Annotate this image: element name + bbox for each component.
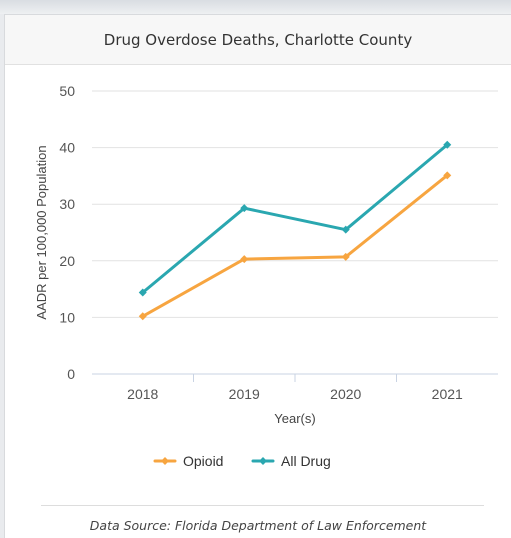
data-point-all-drug[interactable] <box>240 204 249 213</box>
x-axis-title: Year(s) <box>274 411 315 426</box>
y-tick-label: 0 <box>67 366 75 382</box>
data-point-all-drug[interactable] <box>138 288 147 297</box>
chart-card: Drug Overdose Deaths, Charlotte County 0… <box>4 14 511 538</box>
data-point-all-drug[interactable] <box>443 140 452 149</box>
top-strip <box>0 0 511 14</box>
y-tick-label: 50 <box>59 83 75 99</box>
x-tick-label: 2020 <box>330 386 361 402</box>
card-header: Drug Overdose Deaths, Charlotte County <box>5 15 511 65</box>
y-tick-label: 30 <box>59 196 75 212</box>
data-point-opioid[interactable] <box>443 171 452 180</box>
legend-marker-all-drug[interactable] <box>259 457 267 465</box>
data-point-opioid[interactable] <box>138 312 147 321</box>
page-title: Drug Overdose Deaths, Charlotte County <box>103 30 413 49</box>
data-point-opioid[interactable] <box>341 252 350 261</box>
series-line-all-drug <box>141 143 449 294</box>
footer-divider <box>41 505 484 506</box>
x-tick-label: 2021 <box>432 386 463 402</box>
series-line-opioid <box>141 173 449 318</box>
y-axis-title: AADR per 100,000 Population <box>34 145 49 319</box>
legend-label-all-drug[interactable]: All Drug <box>281 453 331 469</box>
y-tick-label: 10 <box>59 309 75 325</box>
y-tick-label: 20 <box>59 253 75 269</box>
legend-label-opioid[interactable]: Opioid <box>183 453 223 469</box>
x-tick-label: 2018 <box>127 386 158 402</box>
y-tick-label: 40 <box>59 140 75 156</box>
x-tick-label: 2019 <box>229 386 260 402</box>
data-source-note: Data Source: Florida Department of Law E… <box>89 518 427 533</box>
data-point-all-drug[interactable] <box>341 225 350 234</box>
legend-marker-opioid[interactable] <box>161 457 169 465</box>
line-chart: 0 10 20 30 40 50 2018 2019 2020 2021 Year(s) AADR p… <box>34 83 498 469</box>
